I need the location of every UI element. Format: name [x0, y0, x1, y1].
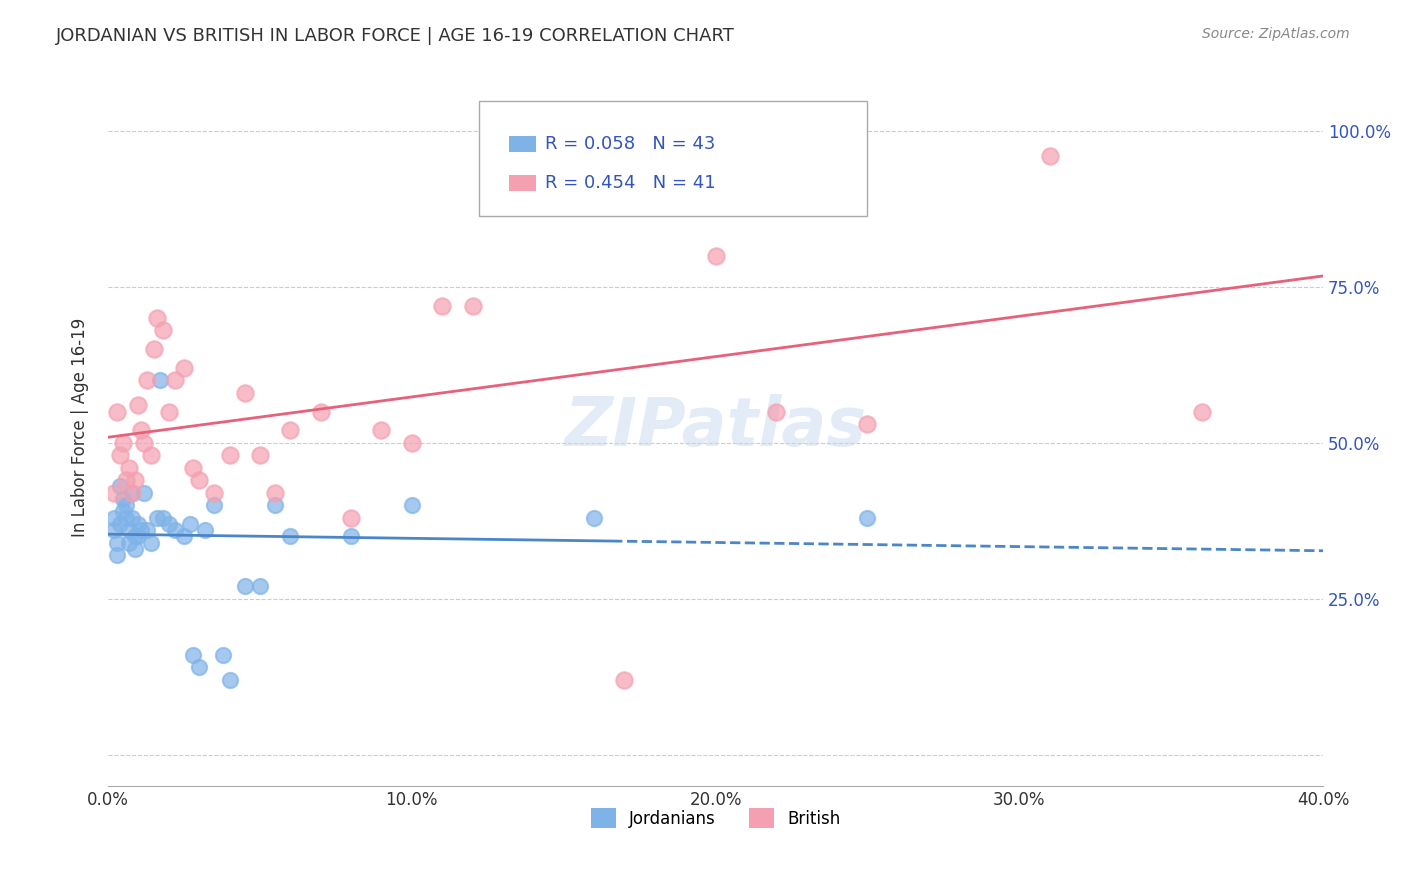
Point	[127, 516, 149, 531]
Y-axis label: In Labor Force | Age 16-19: In Labor Force | Age 16-19	[72, 318, 89, 537]
Point	[105, 404, 128, 418]
Text: R = 0.058   N = 43: R = 0.058 N = 43	[546, 135, 716, 153]
Point	[704, 249, 727, 263]
Point	[121, 485, 143, 500]
Point	[134, 485, 156, 500]
Point	[142, 342, 165, 356]
Point	[264, 498, 287, 512]
Point	[401, 498, 423, 512]
Point	[115, 473, 138, 487]
Point	[583, 174, 606, 188]
Point	[108, 448, 131, 462]
Point	[461, 299, 484, 313]
Point	[103, 485, 125, 500]
Bar	[509, 176, 536, 191]
Legend: Jordanians, British: Jordanians, British	[583, 801, 848, 835]
Point	[103, 523, 125, 537]
Point	[163, 523, 186, 537]
Point	[134, 435, 156, 450]
Point	[145, 510, 167, 524]
Point	[131, 523, 153, 537]
Point	[163, 373, 186, 387]
Point	[212, 648, 235, 662]
Point	[145, 311, 167, 326]
Point	[173, 360, 195, 375]
Point	[1191, 404, 1213, 418]
Point	[124, 529, 146, 543]
Point	[136, 523, 159, 537]
Point	[340, 510, 363, 524]
Point	[181, 460, 204, 475]
Point	[202, 485, 225, 500]
Point	[121, 485, 143, 500]
Point	[188, 660, 211, 674]
Point	[233, 579, 256, 593]
Text: JORDANIAN VS BRITISH IN LABOR FORCE | AGE 16-19 CORRELATION CHART: JORDANIAN VS BRITISH IN LABOR FORCE | AG…	[56, 27, 735, 45]
Point	[118, 535, 141, 549]
Point	[127, 529, 149, 543]
Point	[105, 535, 128, 549]
Point	[188, 473, 211, 487]
Text: Source: ZipAtlas.com: Source: ZipAtlas.com	[1202, 27, 1350, 41]
Point	[278, 529, 301, 543]
Point	[856, 417, 879, 431]
Point	[401, 435, 423, 450]
Point	[181, 648, 204, 662]
Point	[149, 373, 172, 387]
Point	[218, 448, 240, 462]
Point	[152, 323, 174, 337]
Point	[1039, 149, 1062, 163]
Point	[370, 423, 392, 437]
Point	[136, 373, 159, 387]
Point	[121, 510, 143, 524]
Point	[179, 516, 201, 531]
Point	[105, 548, 128, 562]
Point	[112, 491, 135, 506]
Point	[553, 136, 575, 151]
Point	[430, 299, 453, 313]
Point	[112, 504, 135, 518]
Point	[139, 448, 162, 462]
Point	[115, 498, 138, 512]
Point	[108, 516, 131, 531]
Bar	[509, 136, 536, 152]
Point	[856, 510, 879, 524]
Point	[131, 423, 153, 437]
Point	[103, 510, 125, 524]
Point	[309, 404, 332, 418]
Point	[613, 673, 636, 687]
Point	[218, 673, 240, 687]
Point	[249, 448, 271, 462]
Point	[127, 398, 149, 412]
FancyBboxPatch shape	[478, 101, 868, 216]
Point	[115, 510, 138, 524]
Point	[173, 529, 195, 543]
Point	[157, 516, 180, 531]
Point	[278, 423, 301, 437]
Point	[157, 404, 180, 418]
Point	[124, 473, 146, 487]
Point	[194, 523, 217, 537]
Point	[124, 541, 146, 556]
Point	[765, 404, 787, 418]
Point	[264, 485, 287, 500]
Text: ZIPatlas: ZIPatlas	[565, 394, 866, 460]
Point	[139, 535, 162, 549]
Point	[202, 498, 225, 512]
Point	[118, 523, 141, 537]
Point	[340, 529, 363, 543]
Point	[108, 479, 131, 493]
Point	[583, 510, 606, 524]
Point	[152, 510, 174, 524]
Text: R = 0.454   N = 41: R = 0.454 N = 41	[546, 174, 716, 193]
Point	[249, 579, 271, 593]
Point	[233, 385, 256, 400]
Point	[118, 460, 141, 475]
Point	[112, 435, 135, 450]
